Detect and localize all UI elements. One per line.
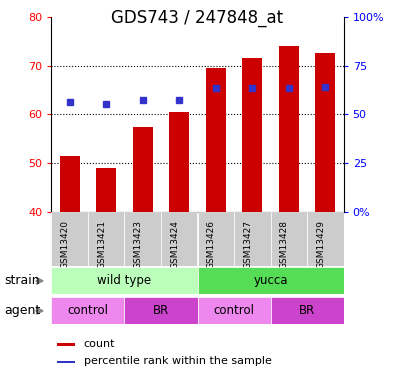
Bar [279, 46, 299, 212]
Text: GSM13429: GSM13429 [316, 220, 325, 269]
Text: agent: agent [4, 304, 40, 317]
Text: BR: BR [153, 304, 169, 317]
Bar [51, 267, 198, 294]
Bar [242, 58, 262, 212]
Bar [57, 344, 75, 346]
Text: percentile rank within the sample: percentile rank within the sample [83, 357, 271, 366]
Bar [161, 212, 198, 266]
Bar [198, 212, 234, 266]
Bar [51, 297, 124, 324]
Text: BR: BR [299, 304, 315, 317]
Text: yucca: yucca [253, 274, 288, 287]
Bar [234, 212, 271, 266]
Text: GSM13421: GSM13421 [97, 220, 106, 269]
Bar [124, 297, 198, 324]
Text: GSM13427: GSM13427 [243, 220, 252, 269]
Bar [198, 297, 271, 324]
Bar [60, 156, 80, 212]
Text: GSM13424: GSM13424 [170, 220, 179, 269]
Text: GSM13426: GSM13426 [207, 220, 216, 269]
Bar [51, 212, 88, 266]
Text: count: count [83, 339, 115, 349]
Bar [133, 127, 153, 212]
Text: GSM13423: GSM13423 [134, 220, 143, 269]
Bar [315, 54, 335, 212]
Bar [198, 267, 344, 294]
Bar [307, 212, 344, 266]
Text: control: control [68, 304, 108, 317]
Text: GSM13420: GSM13420 [60, 220, 70, 269]
Text: control: control [214, 304, 254, 317]
Bar [271, 212, 307, 266]
Text: GSM13428: GSM13428 [280, 220, 289, 269]
Bar [96, 168, 116, 212]
Bar [169, 112, 189, 212]
Bar [88, 212, 124, 266]
Bar [57, 361, 75, 363]
Bar [206, 68, 226, 212]
Bar [124, 212, 161, 266]
Bar [271, 297, 344, 324]
Text: strain: strain [4, 274, 40, 287]
Text: wild type: wild type [97, 274, 152, 287]
Text: GDS743 / 247848_at: GDS743 / 247848_at [111, 9, 284, 27]
